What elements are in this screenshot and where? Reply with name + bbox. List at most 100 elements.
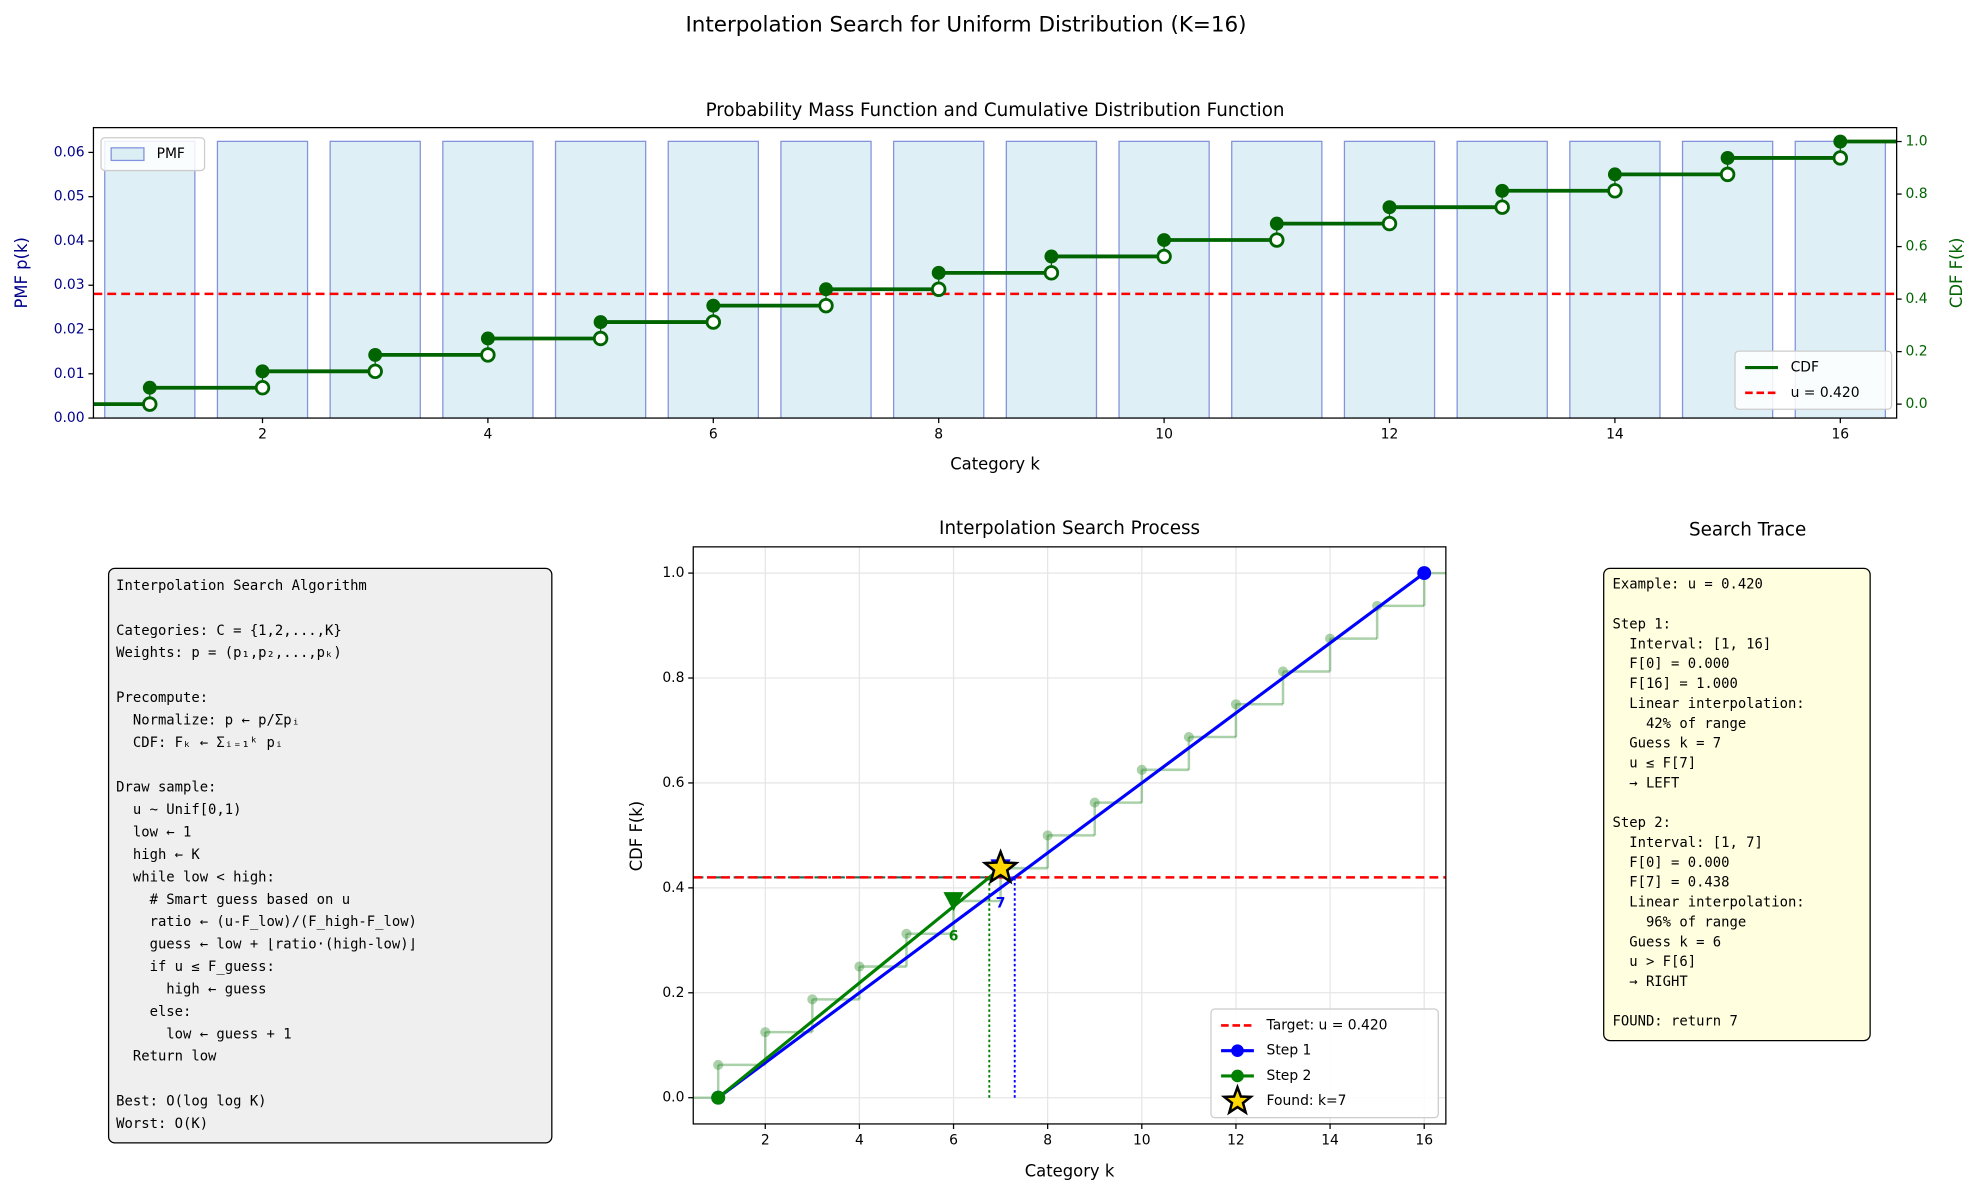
cdf-open-marker — [1269, 232, 1285, 248]
x-tick-label: 14 — [1606, 426, 1624, 442]
x-tick-label: 16 — [1415, 1132, 1433, 1148]
x-tick-label: 10 — [1155, 426, 1173, 442]
code-line: Draw sample: — [116, 780, 216, 796]
cdf-marker — [1089, 797, 1100, 808]
cdf-open-marker — [480, 347, 496, 363]
step-line — [717, 571, 1426, 1099]
cdf-marker — [819, 282, 833, 297]
code-line: u > F[6] — [1613, 954, 1697, 970]
x-tick-label: 14 — [1321, 1132, 1339, 1148]
x-tick-label: 2 — [258, 426, 267, 442]
cdf-marker — [807, 994, 818, 1005]
guess-label: 7 — [996, 896, 1006, 912]
code-line: Guess k = 7 — [1613, 736, 1722, 752]
code-line: high ← guess — [116, 981, 266, 997]
chart-title: Probability Mass Function and Cumulative… — [706, 100, 1285, 121]
cdf-open-marker — [930, 281, 947, 297]
code-line: F[7] = 0.438 — [1613, 875, 1730, 891]
bar — [442, 140, 534, 419]
chart-title: Interpolation Search Process — [939, 518, 1200, 539]
y-tick-label: 0.0 — [662, 1090, 684, 1106]
cdf-marker — [1720, 151, 1735, 165]
guess-label: 6 — [949, 928, 959, 944]
x-tick-label: 8 — [934, 426, 943, 442]
code-line: high ← K — [116, 847, 200, 863]
code-line: Step 2: — [1613, 815, 1671, 831]
cdf-marker — [931, 265, 946, 280]
code-line: Guess k = 6 — [1613, 934, 1722, 950]
cdf-marker — [142, 380, 157, 395]
code-line: if u ≤ F_guess: — [116, 959, 275, 975]
cdf-marker — [1183, 731, 1194, 743]
code-line: → RIGHT — [1613, 974, 1689, 990]
y-tick-label: 0.03 — [54, 277, 85, 293]
legend-label: Found: k=7 — [1267, 1093, 1347, 1109]
cdf-marker — [1833, 134, 1848, 149]
code-line: FOUND: return 7 — [1613, 1014, 1738, 1030]
code-line: Interval: [1, 16] — [1613, 636, 1772, 652]
y2-tick-label: 0.8 — [1905, 186, 1927, 202]
algorithm-box — [107, 567, 553, 1144]
legend-swatch — [1220, 1083, 1255, 1116]
code-line: Linear interpolation: — [1613, 895, 1805, 911]
x-axis-label: Category k — [1025, 1161, 1115, 1180]
y-axis-label: PMF p(k) — [12, 237, 31, 308]
bar — [1456, 140, 1548, 419]
x-tick-label: 12 — [1227, 1132, 1245, 1148]
step-marker — [1417, 566, 1432, 581]
x-tick-label: 2 — [761, 1132, 770, 1148]
y-tick-label: 1.0 — [662, 565, 684, 581]
cdf-marker — [368, 347, 383, 362]
bar — [1118, 140, 1210, 419]
code-line: 42% of range — [1613, 716, 1747, 732]
code-line: else: — [116, 1004, 191, 1020]
code-line: while low < high: — [116, 869, 275, 885]
trace-title: Search Trace — [1689, 519, 1806, 540]
legend-label: CDF — [1791, 360, 1819, 376]
found-star — [981, 848, 1020, 885]
code-line: Weights: p = (p₁,p₂,...,pₖ) — [116, 645, 342, 661]
x-tick-label: 8 — [1043, 1132, 1052, 1148]
y-tick-label: 0.04 — [54, 233, 85, 249]
y-axis-label: CDF F(k) — [627, 801, 646, 871]
y2-tick-label: 0.2 — [1905, 344, 1927, 360]
code-line: Interpolation Search Algorithm — [116, 578, 367, 594]
code-line: # Smart guess based on u — [116, 892, 350, 908]
legend — [100, 137, 206, 172]
code-line: Linear interpolation: — [1613, 696, 1805, 712]
code-line: 96% of range — [1613, 914, 1747, 930]
code-line: u ~ Unif[0,1) — [116, 802, 241, 818]
code-line: u ≤ F[7] — [1613, 756, 1697, 772]
x-tick-label: 6 — [949, 1132, 958, 1148]
y2-tick-label: 0.4 — [1905, 291, 1927, 307]
code-line: F[0] = 0.000 — [1613, 855, 1730, 871]
y2-tick-label: 1.0 — [1905, 134, 1927, 150]
y-tick-label: 0.2 — [662, 985, 684, 1001]
cdf-marker — [1382, 200, 1397, 215]
bar — [104, 140, 196, 419]
code-line: Precompute: — [116, 690, 208, 706]
cdf-open-marker — [1607, 183, 1623, 199]
legend-label: u = 0.420 — [1791, 385, 1860, 401]
code-line: Normalize: p ← p/Σpᵢ — [116, 712, 300, 728]
cdf-open-marker — [1494, 199, 1510, 215]
cdf-open-marker — [705, 314, 722, 330]
cdf-marker — [706, 298, 721, 313]
y-tick-label: 0.02 — [54, 322, 85, 338]
cdf-marker — [1495, 183, 1510, 198]
y-tick-label: 0.4 — [662, 880, 684, 896]
code-line: F[16] = 1.000 — [1613, 676, 1738, 692]
cdf-marker — [854, 961, 865, 972]
y-tick-label: 0.6 — [662, 775, 684, 791]
x-tick-label: 4 — [483, 426, 492, 442]
cdf-open-marker — [818, 297, 834, 314]
figure-title: Interpolation Search for Uniform Distrib… — [685, 12, 1246, 37]
cdf-marker — [593, 315, 608, 330]
x-tick-label: 12 — [1381, 426, 1399, 442]
axes-frame — [92, 126, 1898, 419]
code-line: → LEFT — [1613, 775, 1680, 791]
code-line: Interval: [1, 7] — [1613, 835, 1763, 851]
cdf-marker — [1230, 699, 1241, 710]
cdf-marker — [1044, 249, 1059, 264]
